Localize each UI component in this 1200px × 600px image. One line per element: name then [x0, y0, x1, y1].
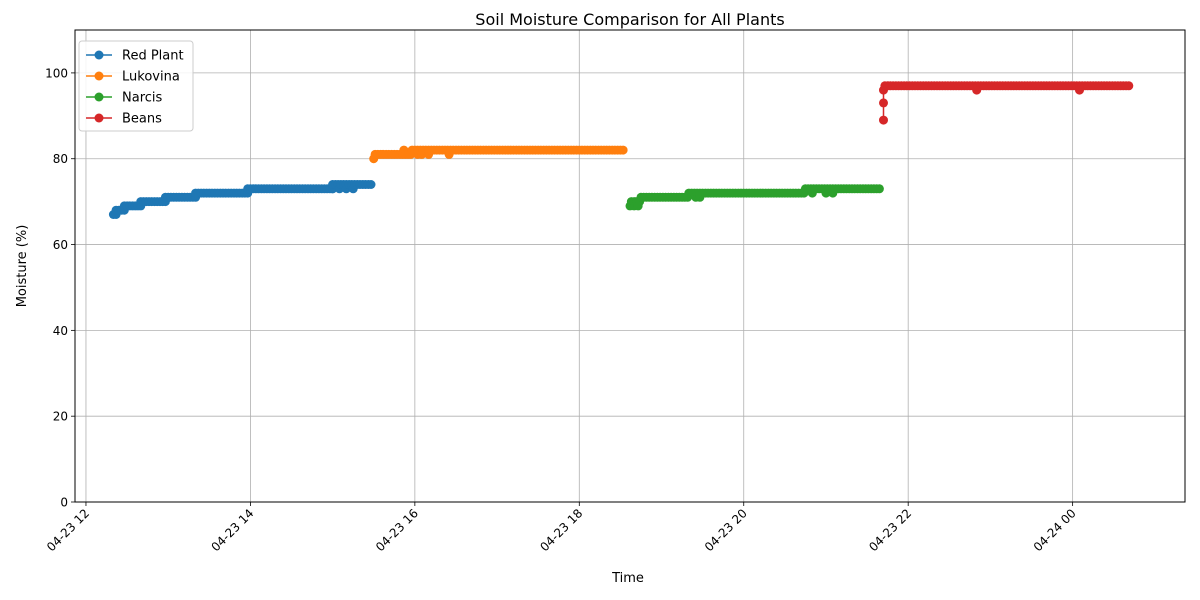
y-axis-label: Moisture (%) — [15, 225, 30, 308]
y-tick-label: 60 — [53, 238, 68, 252]
x-axis-label: Time — [611, 571, 644, 586]
series-narcis — [625, 184, 884, 211]
data-point — [874, 184, 884, 194]
legend-marker — [94, 71, 104, 81]
series-layer — [108, 81, 1134, 219]
legend-marker — [94, 113, 104, 123]
data-point — [879, 115, 888, 125]
x-tick-label: 04-23 18 — [537, 506, 585, 554]
y-tick-label: 100 — [45, 66, 68, 80]
data-point — [366, 180, 376, 189]
legend-frame — [78, 40, 194, 132]
plot-frame — [74, 29, 1186, 503]
y-tick-label: 40 — [53, 324, 68, 338]
legend-marker — [94, 50, 104, 60]
legend-label: Narcis — [122, 91, 163, 106]
legend-label: Red Plant — [122, 49, 184, 64]
data-point — [1124, 81, 1134, 91]
legend-label: Beans — [122, 112, 162, 127]
series-red-plant — [108, 180, 376, 219]
x-tick-label: 04-23 12 — [44, 506, 92, 554]
y-tick-label: 0 — [60, 496, 68, 510]
legend-marker — [94, 92, 104, 102]
chart-title: Soil Moisture Comparison for All Plants — [475, 10, 784, 29]
data-point — [618, 145, 628, 155]
x-tick-label: 04-24 00 — [1031, 506, 1079, 554]
legend-label: Lukovina — [122, 70, 180, 85]
legend: Red Plant Lukovina Narcis Beans — [78, 40, 194, 132]
series-line — [882, 85, 1129, 121]
legend-item-narcis: Narcis — [86, 91, 163, 106]
grid — [75, 30, 1185, 503]
legend-item-beans: Beans — [86, 112, 162, 127]
x-tick-label: 04-23 22 — [866, 506, 914, 554]
series-beans — [879, 81, 1134, 125]
x-tick-label: 04-23 14 — [208, 506, 256, 554]
x-tick-label: 04-23 16 — [373, 506, 421, 554]
x-tick-label: 04-23 20 — [702, 506, 750, 554]
legend-item-red-plant: Red Plant — [86, 49, 184, 64]
y-tick-label: 20 — [53, 410, 68, 424]
axis-ticks: 0 20 40 60 80 100 04-23 12 04-23 14 04-23 16 04-2… — [44, 66, 1079, 554]
legend-item-lukovina: Lukovina — [86, 70, 180, 85]
series-lukovina — [369, 145, 628, 164]
y-tick-label: 80 — [53, 152, 68, 166]
data-point — [879, 98, 888, 108]
